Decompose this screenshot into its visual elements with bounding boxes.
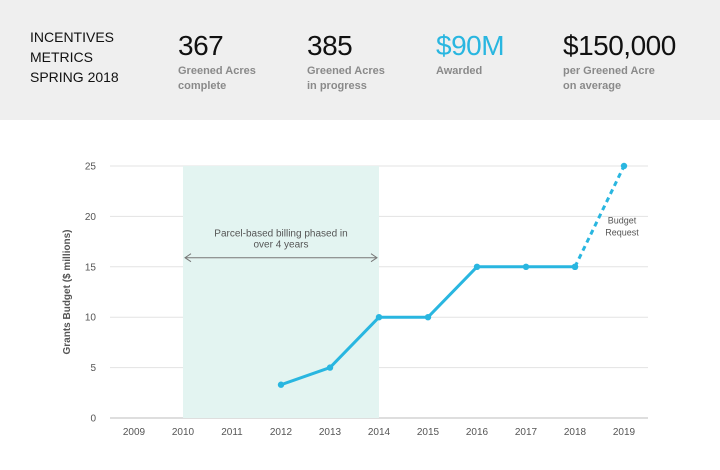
x-tick-label: 2013 bbox=[319, 427, 342, 438]
metric-value: $150,000 bbox=[563, 30, 676, 61]
data-point bbox=[522, 263, 530, 270]
y-tick-label: 25 bbox=[85, 162, 97, 173]
y-tick-label: 10 bbox=[85, 313, 97, 324]
metric-label-line: per Greened Acre bbox=[563, 65, 655, 77]
y-axis-label: Grants Budget ($ millions) bbox=[62, 229, 73, 354]
grants-budget-chart: 0 5 10 15 20 25 2009 2010 2011 2012 2013 2014 2015 20… bbox=[62, 162, 648, 439]
banner-title: INCENTIVES METRICS SPRING 2018 bbox=[30, 27, 119, 87]
x-tick-label: 2018 bbox=[564, 427, 587, 438]
tick-labels: 0 5 10 15 20 25 2009 2010 2011 2012 2013 2014 2015 20… bbox=[85, 162, 636, 439]
shaded-region bbox=[183, 166, 379, 418]
banner-title-line: SPRING 2018 bbox=[30, 69, 119, 85]
metric-label-line: Greened Acres bbox=[178, 65, 256, 77]
shaded-region-label-line: Parcel-based billing phased in bbox=[214, 229, 347, 240]
y-tick-label: 20 bbox=[85, 212, 97, 223]
metric-value: 367 bbox=[178, 30, 224, 61]
metric-label-line: on average bbox=[563, 80, 622, 92]
metric-value: $90M bbox=[436, 30, 505, 61]
metric-value: 385 bbox=[307, 30, 353, 61]
x-tick-label: 2014 bbox=[368, 427, 391, 438]
x-tick-label: 2012 bbox=[270, 427, 293, 438]
arrowhead-right-icon bbox=[370, 253, 378, 263]
metric-label: Greened Acres complete bbox=[178, 64, 256, 94]
metric-label: per Greened Acre on average bbox=[563, 64, 676, 94]
shaded-region-label-line: over 4 years bbox=[253, 240, 308, 251]
metric-awarded: $90M Awarded bbox=[436, 30, 505, 79]
x-tick-label: 2010 bbox=[172, 427, 195, 438]
metric-label: Awarded bbox=[436, 64, 504, 79]
metric-label: Greened Acres in progress bbox=[307, 64, 385, 94]
data-point bbox=[620, 162, 628, 170]
series bbox=[277, 162, 628, 388]
data-point bbox=[473, 263, 481, 270]
x-tick-label: 2011 bbox=[221, 427, 243, 438]
data-point bbox=[424, 314, 432, 321]
arrowhead-left-icon bbox=[184, 253, 192, 263]
metric-label-line: Greened Acres bbox=[307, 65, 385, 77]
x-tick-label: 2017 bbox=[515, 427, 538, 438]
y-tick-label: 0 bbox=[90, 414, 96, 425]
metric-per-acre: $150,000 per Greened Acre on average bbox=[563, 30, 676, 94]
metric-label-line: complete bbox=[178, 80, 227, 92]
metrics-banner: INCENTIVES METRICS SPRING 2018 367 Green… bbox=[0, 0, 720, 120]
y-tick-label: 5 bbox=[90, 363, 96, 374]
x-tick-label: 2019 bbox=[613, 427, 636, 438]
annotations: Budget Request bbox=[605, 215, 639, 237]
banner-title-line: INCENTIVES bbox=[30, 29, 115, 45]
metric-label-line: in progress bbox=[307, 80, 367, 92]
shaded-region-annotation: Parcel-based billing phased in over 4 ye… bbox=[184, 229, 378, 263]
data-point bbox=[277, 381, 285, 388]
x-tick-label: 2016 bbox=[466, 427, 489, 438]
y-tick-label: 15 bbox=[85, 262, 97, 273]
metric-label-line: Awarded bbox=[436, 65, 483, 77]
budget-request-label-line: Budget bbox=[608, 215, 637, 225]
series-line-dashed bbox=[573, 165, 626, 268]
x-tick-label: 2015 bbox=[417, 427, 440, 438]
data-point bbox=[571, 263, 579, 270]
metric-acres-in-progress: 385 Greened Acres in progress bbox=[307, 30, 385, 94]
x-tick-label: 2009 bbox=[123, 427, 146, 438]
metric-acres-complete: 367 Greened Acres complete bbox=[178, 30, 256, 94]
budget-request-label-line: Request bbox=[605, 228, 639, 238]
data-point bbox=[375, 314, 383, 321]
banner-title-line: METRICS bbox=[30, 49, 93, 65]
data-point bbox=[326, 364, 334, 371]
